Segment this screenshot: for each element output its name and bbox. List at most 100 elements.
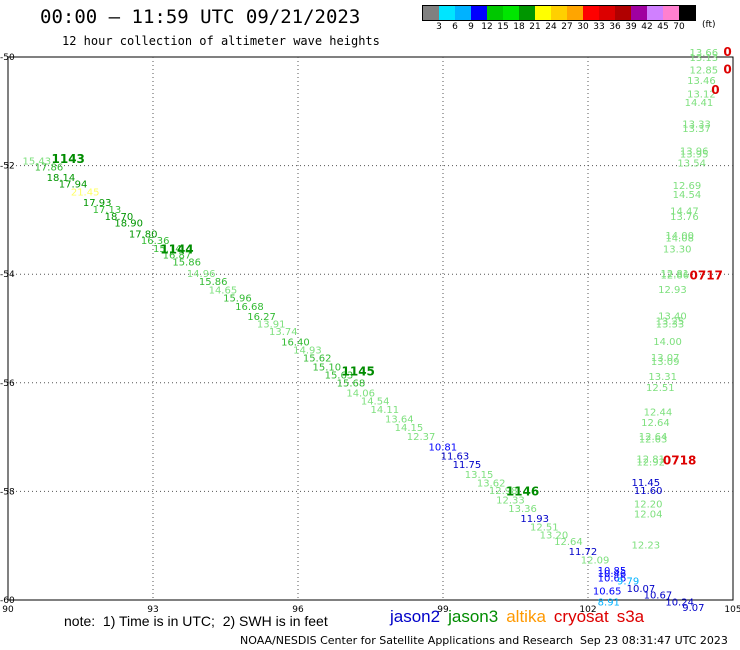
swh-value-label: 11.72	[569, 547, 598, 558]
satellite-name: jason3	[448, 607, 499, 626]
longitude-tick-label: 93	[147, 605, 158, 615]
swh-value-label: 13.31	[648, 372, 677, 383]
legend-swatch	[439, 6, 455, 20]
legend-swatch	[663, 6, 679, 20]
swh-value-label: 12.33	[496, 495, 525, 506]
longitude-tick-label: 102	[579, 605, 596, 615]
swh-value-label: 10.65	[593, 587, 622, 598]
swh-value-label: 9.07	[682, 603, 704, 614]
swh-value-label: 13.54	[677, 159, 706, 170]
swh-value-label: 11.60	[634, 486, 663, 497]
swh-value-label: 12.86	[661, 271, 690, 282]
legend-labels: 3 6 9 12 15 18 21 24 27 30 33 36 39 42 45 70	[422, 21, 696, 35]
legend-label: 9	[468, 22, 474, 32]
swh-value-label: 16.40	[281, 337, 310, 348]
swh-value-label: 12.81	[636, 455, 665, 466]
orbit-number-label: 0718	[663, 453, 696, 467]
legend-label: 33	[593, 22, 605, 32]
swh-value-label: 15.86	[172, 258, 201, 269]
swh-value-label: 13.09	[651, 357, 680, 368]
swh-value-label: 12.93	[658, 285, 687, 296]
longitude-tick-label: 105	[724, 605, 740, 615]
legend-label: 42	[641, 22, 653, 32]
swh-value-label: 10.85	[598, 566, 627, 577]
longitude-tick-label: 90	[2, 605, 14, 615]
swh-value-label: 13.07	[651, 353, 680, 364]
swh-value-label: 14.54	[673, 190, 702, 201]
swh-value-label: 10.66	[598, 574, 627, 585]
legend-swatch	[647, 6, 663, 20]
swh-value-label: 16.87	[163, 250, 192, 261]
swh-value-label: 12.98	[489, 486, 518, 497]
swh-value-label: 11.45	[632, 478, 661, 489]
page-title: 00:00 – 11:59 UTC 09/21/2023	[40, 6, 361, 28]
legend-swatch	[551, 6, 567, 20]
legend-label: 12	[481, 22, 493, 32]
swh-value-label: 10.24	[665, 597, 694, 608]
page-subtitle: 12 hour collection of altimeter wave hei…	[62, 34, 380, 48]
swh-value-label: 12.37	[407, 432, 436, 443]
latitude-tick-label: -50	[0, 53, 15, 63]
swh-value-label: 14.15	[395, 423, 424, 434]
swh-value-label: 15.10	[313, 362, 342, 373]
swh-value-label: 12.92	[636, 457, 665, 468]
swh-value-label: 14.11	[371, 405, 400, 416]
swh-value-label: 13.36	[508, 504, 537, 515]
swh-value-label: 18.70	[105, 212, 134, 223]
legend-swatch	[423, 6, 439, 20]
swh-value-label: 11.93	[520, 514, 549, 525]
legend-label: 15	[497, 22, 509, 32]
satellite-name: jason2	[390, 607, 441, 626]
swh-value-label: 13.66	[690, 48, 719, 59]
swh-value-label: 10.07	[627, 584, 656, 595]
swh-value-label: 13.15	[465, 470, 494, 481]
swh-value-label: 16.68	[235, 302, 264, 313]
legend-swatch	[615, 6, 631, 20]
swh-value-label: 15.63	[325, 370, 354, 381]
legend-label: 3	[436, 22, 442, 32]
swh-value-label: 13.12	[687, 90, 716, 101]
swh-value-label: 13.96	[680, 147, 709, 158]
swh-value-label: 14.06	[346, 388, 375, 399]
swh-value-label: 14.00	[653, 337, 682, 348]
legend-swatch	[487, 6, 503, 20]
footer-note: note: 1) Time is in UTC; 2) SWH is in fe…	[64, 613, 328, 629]
legend-label: 45	[657, 22, 669, 32]
swh-value-label: 12.85	[690, 65, 719, 76]
latitude-tick-label: -56	[0, 379, 15, 389]
legend-swatch	[631, 6, 647, 20]
swh-value-label: 17.80	[129, 229, 158, 240]
swh-value-label: 12.20	[634, 500, 663, 511]
swh-value-label: 13.33	[656, 319, 685, 330]
swh-value-label: 18.90	[114, 218, 143, 229]
legend-label: 24	[545, 22, 557, 32]
swh-value-label: 21.45	[71, 187, 100, 198]
swh-value-label: 8.91	[598, 597, 620, 608]
longitude-tick-label: 99	[437, 605, 449, 615]
map-frame	[7, 56, 734, 601]
swh-value-label: 12.51	[530, 522, 559, 533]
swh-value-label: 11.63	[441, 451, 470, 462]
legend-swatch	[567, 6, 583, 20]
swh-value-label: 13.91	[257, 319, 286, 330]
latitude-tick-label: -52	[0, 162, 15, 172]
swh-value-label: 12.51	[646, 383, 675, 394]
swh-value-label: 13.76	[670, 212, 699, 223]
swh-value-label: 10.46	[598, 569, 627, 580]
longitude-tick-label: 96	[292, 605, 304, 615]
swh-value-label: 13.64	[385, 414, 414, 425]
swh-value-label: 13.25	[656, 317, 685, 328]
legend-label: 39	[625, 22, 637, 32]
cryosat-edge-mark: 0	[711, 83, 719, 97]
swh-value-label: 12.64	[641, 418, 670, 429]
swh-value-label: 18.14	[47, 173, 76, 184]
swh-value-label: 14.54	[361, 397, 390, 408]
latitude-tick-label: -60	[0, 596, 15, 606]
swh-value-label: 13.37	[682, 124, 711, 135]
swh-value-label: 16.27	[247, 312, 276, 323]
color-legend: 3 6 9 12 15 18 21 24 27 30 33 36 39 42 45 70 (ft)	[422, 5, 716, 35]
legend-label: 21	[529, 22, 541, 32]
swh-value-label: 10.67	[644, 590, 673, 601]
